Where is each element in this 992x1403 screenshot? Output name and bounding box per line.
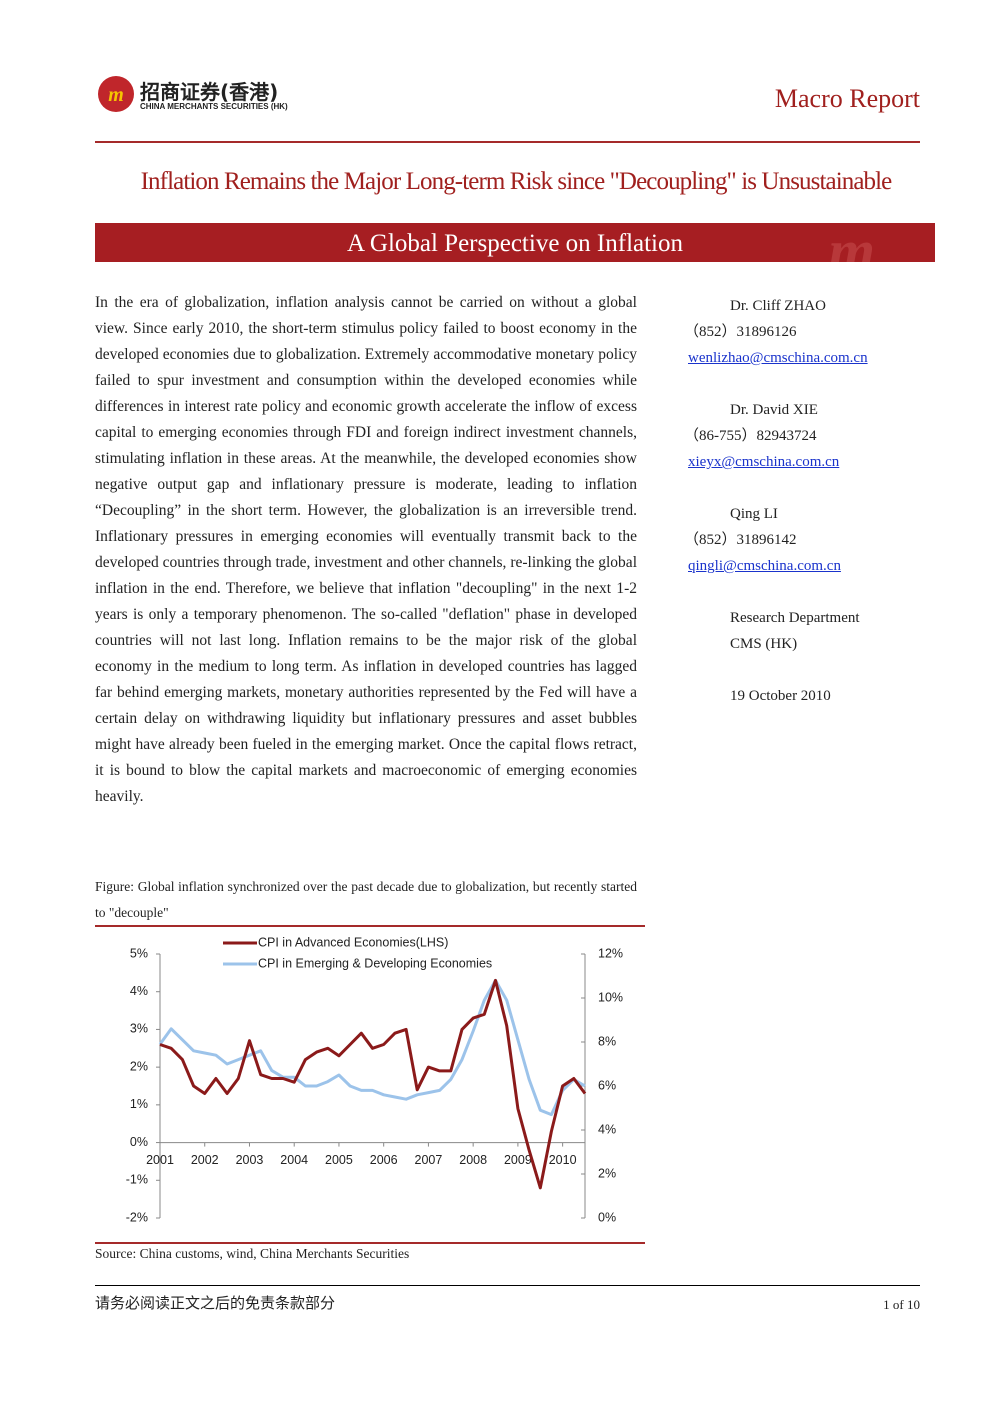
author-phone: （852）31896142	[684, 532, 797, 548]
logo-en: CHINA MERCHANTS SECURITIES (HK)	[140, 102, 288, 111]
y-tick-label: 2%	[130, 1059, 148, 1073]
logo-cn: 招商证券(香港)	[140, 80, 279, 104]
x-tick-label: 2002	[191, 1153, 219, 1167]
footer-rule	[95, 1285, 920, 1286]
y2-tick-label: 10%	[598, 990, 623, 1004]
figure-caption: Figure: Global inflation synchronized ov…	[95, 879, 637, 920]
x-tick-label: 2008	[459, 1153, 487, 1167]
x-tick-label: 2005	[325, 1153, 353, 1167]
banner: m A Global Perspective on Inflation	[95, 223, 935, 262]
body-text: In the era of globalization, inflation a…	[95, 294, 637, 805]
y2-tick-label: 6%	[598, 1078, 616, 1092]
x-tick-label: 2009	[504, 1153, 532, 1167]
svg-text:m: m	[108, 84, 124, 106]
department: CMS (HK)	[730, 636, 798, 652]
header-rule	[95, 141, 920, 143]
x-tick-label: 2004	[280, 1153, 308, 1167]
legend-label: CPI in Emerging & Developing Economies	[258, 956, 492, 970]
y2-tick-label: 8%	[598, 1034, 616, 1048]
report-date: 19 October 2010	[730, 688, 831, 704]
disclaimer: 请务必阅读正文之后的免责条款部分	[95, 1294, 336, 1312]
author-phone: （852）31896126	[684, 324, 797, 340]
author-email[interactable]: xieyx@cmschina.com.cn	[688, 454, 840, 470]
y-tick-label: -1%	[126, 1173, 148, 1187]
banner-title: A Global Perspective on Inflation	[346, 230, 684, 257]
legend-label: CPI in Advanced Economies(LHS)	[258, 935, 448, 949]
title: Inflation Remains the Major Long-term Ri…	[140, 168, 893, 195]
y-tick-label: -2%	[126, 1210, 148, 1224]
x-tick-label: 2007	[415, 1153, 443, 1167]
report-type: Macro Report	[774, 84, 920, 113]
author-email[interactable]: wenlizhao@cmschina.com.cn	[688, 350, 868, 366]
page-number: 1 of 10	[883, 1297, 920, 1312]
y2-tick-label: 12%	[598, 946, 623, 960]
x-tick-label: 2003	[236, 1153, 264, 1167]
y-tick-label: 4%	[130, 984, 148, 998]
y2-tick-label: 4%	[598, 1122, 616, 1136]
department: Research Department	[730, 610, 860, 626]
y2-tick-label: 0%	[598, 1210, 616, 1224]
figure-source: Source: China customs, wind, China Merch…	[95, 1246, 410, 1261]
y-tick-label: 0%	[130, 1135, 148, 1149]
y2-tick-label: 2%	[598, 1166, 616, 1180]
author-name: Dr. David XIE	[730, 402, 818, 418]
y-tick-label: 1%	[130, 1097, 148, 1111]
x-tick-label: 2006	[370, 1153, 398, 1167]
x-tick-label: 2010	[549, 1153, 577, 1167]
author-phone: （86-755）82943724	[684, 428, 817, 444]
x-tick-label: 2001	[146, 1153, 174, 1167]
author-name: Dr. Cliff ZHAO	[730, 298, 826, 314]
author-name: Qing LI	[730, 506, 778, 522]
y-tick-label: 5%	[130, 946, 148, 960]
chart: -2% -1% 0% 1% 2% 3% 4% 5% 0% 2% 4% 6% 8% 10% 12% 2001 20…	[95, 925, 645, 1244]
series-line	[158, 978, 586, 1117]
series-line	[159, 978, 587, 1190]
y-tick-label: 3%	[130, 1022, 148, 1036]
logo-mark: m	[98, 76, 134, 112]
author-email[interactable]: qingli@cmschina.com.cn	[688, 558, 841, 574]
